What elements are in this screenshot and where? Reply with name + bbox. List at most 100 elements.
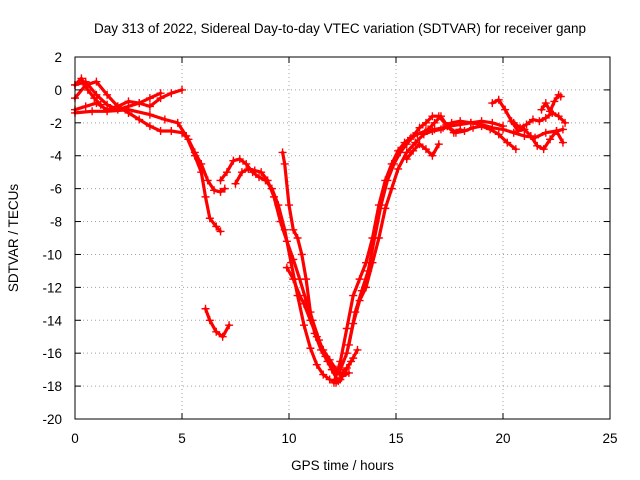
data-point [250,166,259,175]
data-point [319,370,328,379]
grid [75,57,610,419]
data-point [280,159,289,168]
data-point [306,344,315,353]
data-point [190,151,199,160]
data-point [182,131,191,140]
data-point [351,308,360,317]
x-tick-label: 15 [388,431,403,446]
data-point [516,123,525,132]
data-point [242,159,251,168]
data-point [419,130,428,139]
data-point [494,95,503,104]
data-point [377,201,386,210]
y-tick-label: -2 [50,116,62,131]
data-point [428,151,437,160]
data-point [522,120,531,129]
data-point [312,332,321,341]
data-point [319,345,328,354]
series-track-4 [73,108,223,233]
data-point [501,105,510,114]
data-point [282,237,291,246]
data-point [205,214,214,223]
data-point [409,131,418,140]
data-point [135,115,144,124]
data-point [539,145,548,154]
data-point [222,168,231,177]
data-point [325,355,334,364]
data-point [216,176,225,185]
data-point [255,173,264,182]
data-point [486,125,495,134]
data-point [411,138,420,147]
data-point [299,299,308,308]
data-point [235,155,244,164]
data-point [203,176,212,185]
data-point [449,128,458,137]
data-point [263,176,272,185]
data-point [156,94,165,103]
data-point [88,107,97,116]
data-point [201,192,210,201]
data-point [415,140,424,149]
data-point [276,217,285,226]
data-point [541,99,550,108]
data-point [550,97,559,106]
series-track-11 [332,119,565,385]
data-point [244,164,253,173]
data-point [526,131,535,140]
data-point [201,304,210,313]
data-point [558,125,567,134]
data-point [297,250,306,259]
data-point [342,363,351,372]
data-point [289,225,298,234]
data-point [443,122,452,131]
data-point [325,375,334,384]
x-axis-label: GPS time / hours [291,458,394,473]
data-point [396,148,405,157]
data-point [488,118,497,127]
series-track-7 [218,157,342,385]
data-point [355,275,364,284]
data-point [387,184,396,193]
data-point [349,291,358,300]
data-point [103,90,112,99]
data-point [499,122,507,131]
data-point [342,324,351,333]
x-tick-label: 25 [602,431,617,446]
data-point [293,234,302,242]
data-point [535,117,544,126]
data-point [145,94,154,103]
x-tick-label: 5 [178,431,186,446]
data-point [295,291,304,300]
data-point [364,266,373,275]
data-point [156,127,165,136]
data-point [173,118,182,127]
y-tick-label: -16 [42,346,62,361]
data-point [456,125,465,134]
data-point [511,145,520,154]
data-point [541,128,550,137]
data-point [216,187,225,196]
data-point [278,148,287,157]
y-tick-label: -10 [42,247,62,262]
series-track-1 [73,80,227,194]
data-point [344,340,353,349]
data-point [205,316,214,325]
data-point [167,127,176,136]
data-point [231,179,240,188]
chart-title: Day 313 of 2022, Sidereal Day-to-day VTE… [94,21,586,36]
data-point [434,140,443,149]
data-point [338,372,347,381]
data-point [546,135,555,144]
data-point [389,159,398,168]
data-point [77,74,86,83]
data-point [329,378,338,387]
data-point [381,204,390,213]
data-point [477,122,486,131]
data-point [225,321,234,330]
data-point [167,89,176,98]
data-point [299,321,308,330]
data-point [409,146,418,155]
data-point [533,141,542,150]
y-tick-label: -14 [42,313,62,328]
